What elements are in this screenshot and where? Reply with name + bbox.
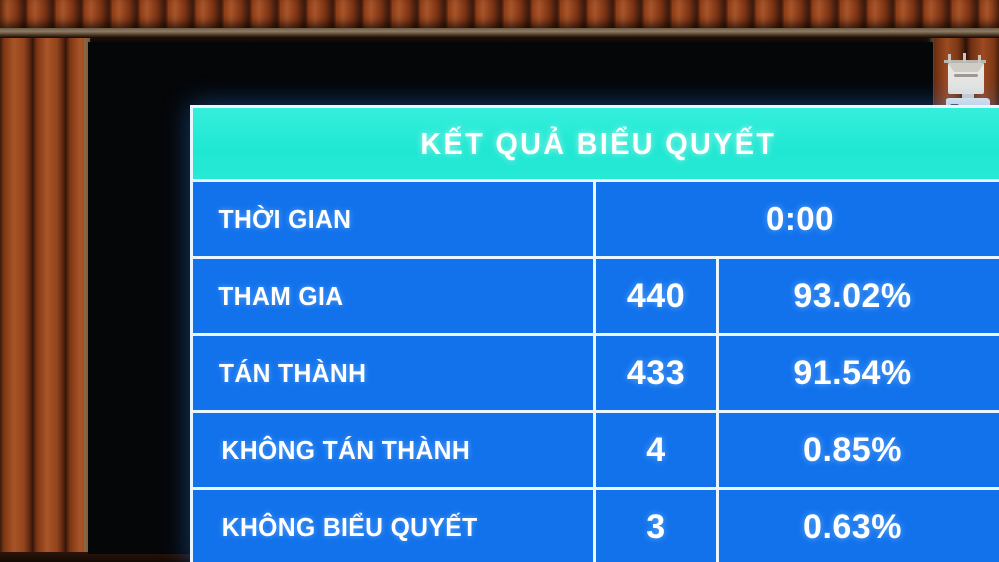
row-percent-value: 0.63%: [803, 507, 902, 546]
board-title: KẾT QUẢ BIỂU QUYẾT: [420, 125, 777, 161]
row-label-cell: THỜI GIAN: [193, 182, 596, 256]
row-percent-cell: 93.02%: [719, 259, 999, 333]
row-count-value: 433: [626, 353, 686, 392]
board-header: KẾT QUẢ BIỂU QUYẾT: [193, 108, 999, 182]
left-wood-wall: [0, 38, 90, 562]
row-label-cell: TÁN THÀNH: [193, 336, 596, 410]
row-percent-cell: 0.63%: [719, 490, 999, 562]
row-label: TÁN THÀNH: [218, 357, 367, 388]
row-count-value: 3: [646, 507, 666, 546]
row-label: THAM GIA: [218, 280, 344, 311]
row-label-cell: THAM GIA: [193, 259, 596, 333]
row-label-cell: KHÔNG TÁN THÀNH: [193, 413, 596, 487]
result-rows: THỜI GIAN 0:00 THAM GIA 440 93.02%: [193, 182, 999, 562]
row-count-cell: 4: [596, 413, 719, 487]
table-row-participating: THAM GIA 440 93.02%: [193, 259, 999, 336]
ceiling-rail: [0, 28, 999, 38]
row-time-value: 0:00: [765, 200, 835, 237]
row-label: THỜI GIAN: [218, 203, 352, 234]
table-row-disagree: KHÔNG TÁN THÀNH 4 0.85%: [193, 413, 999, 490]
row-count-value: 440: [626, 276, 686, 315]
table-row-agree: TÁN THÀNH 433 91.54%: [193, 336, 999, 413]
table-row-abstain: KHÔNG BIỂU QUYẾT 3 0.63%: [193, 490, 999, 562]
led-display-screen: KẾT QUẢ BIỂU QUYẾT THỜI GIAN 0:00 THAM G…: [88, 42, 999, 562]
row-percent-value: 93.02%: [793, 276, 912, 315]
row-label-cell: KHÔNG BIỂU QUYẾT: [193, 490, 596, 562]
ceiling-wood-panel: [0, 0, 999, 30]
row-count-cell: 3: [596, 490, 719, 562]
voting-result-board: KẾT QUẢ BIỂU QUYẾT THỜI GIAN 0:00 THAM G…: [190, 105, 999, 562]
row-percent-value: 91.54%: [793, 353, 912, 392]
row-count-cell: 440: [596, 259, 719, 333]
row-label: KHÔNG TÁN THÀNH: [221, 434, 471, 465]
row-percent-value: 0.85%: [803, 430, 902, 469]
row-percent-cell: 91.54%: [719, 336, 999, 410]
row-percent-cell: 0.85%: [719, 413, 999, 487]
row-count-value: 4: [646, 430, 666, 469]
ceiling-shadow: [0, 37, 999, 46]
table-row-time: THỜI GIAN 0:00: [193, 182, 999, 259]
row-label: KHÔNG BIỂU QUYẾT: [221, 511, 478, 542]
row-count-cell: 433: [596, 336, 719, 410]
row-time-cell: 0:00: [596, 182, 999, 256]
